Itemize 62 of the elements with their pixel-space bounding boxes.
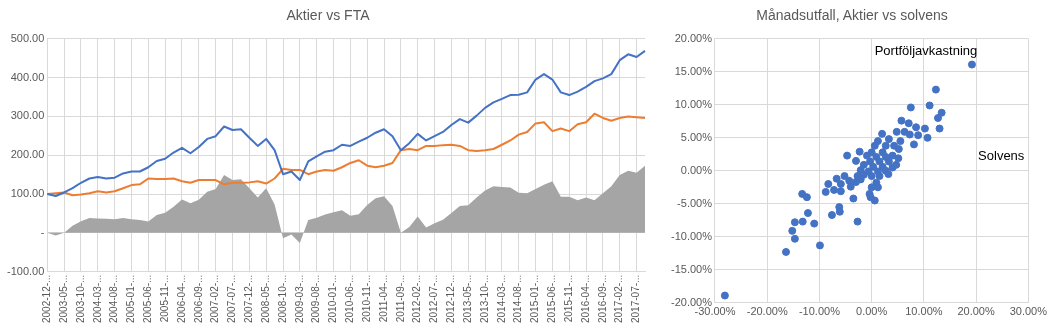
x-tick-label: 2006-04-... xyxy=(175,274,187,324)
x-tick-label: 2006-09-... xyxy=(192,274,204,324)
y-tick-label: 5.00% xyxy=(680,130,713,143)
x-tick-label: 2003-05-... xyxy=(57,274,69,324)
x-tick-label: 2014-08-... xyxy=(512,274,524,324)
y-tick-label: 10.00% xyxy=(674,97,713,110)
x-tick-label: 2007-12-... xyxy=(243,274,255,324)
x-tick-label: 2014-03-... xyxy=(495,274,507,324)
x-tick-label: -30.00% xyxy=(694,305,736,318)
y-tick-label: -100.00 xyxy=(7,264,45,277)
y-tick-label: 300.00 xyxy=(10,109,45,122)
chart-title: Aktier vs FTA xyxy=(286,7,371,24)
y-tick-label: -15.00% xyxy=(670,262,713,275)
x-tick-label: -20.00% xyxy=(746,305,788,318)
x-tick-label: 2016-04-... xyxy=(579,274,591,324)
x-tick-label: 2004-03-... xyxy=(91,274,103,324)
y-tick-label: 200.00 xyxy=(10,148,45,161)
x-tick-label: 2007-02-... xyxy=(209,274,221,324)
x-tick-label: 2012-02-... xyxy=(411,274,423,324)
x-tick-label: 2010-06-... xyxy=(344,274,356,324)
y-tick-label: -10.00% xyxy=(670,229,713,242)
x-tick-label: 2012-12-... xyxy=(445,274,457,324)
x-tick-label: 2017-02-... xyxy=(613,274,625,324)
y-tick-label: -5.00% xyxy=(677,196,713,209)
x-tick-label: 2015-11-... xyxy=(562,274,574,323)
x-tick-label: 2005-11-... xyxy=(158,274,170,323)
x-tick-label: 30.00% xyxy=(1009,305,1048,318)
x-tick-label: 2011-09-... xyxy=(394,274,406,323)
y-tick-label: - xyxy=(40,225,45,238)
x-tick-label: 2009-03-... xyxy=(293,274,305,324)
x-tick-label: 2015-06-... xyxy=(546,274,558,324)
y-tick-label: 100.00 xyxy=(10,187,45,200)
x-tick-label: 2015-01-... xyxy=(529,274,541,324)
y-tick-label: 15.00% xyxy=(674,64,713,77)
x-tick-label: 2002-12-... xyxy=(41,274,53,324)
x-tick-label: 2012-07-... xyxy=(428,274,440,324)
x-tick-label: 2008-05-... xyxy=(259,274,271,324)
y-tick-label: 400.00 xyxy=(10,70,45,83)
y-tick-label: 0.00% xyxy=(680,163,713,176)
y-tick-label: 500.00 xyxy=(10,31,45,44)
x-tick-label: 2011-04-... xyxy=(377,274,389,323)
chart-title: Månadsutfall, Aktier vs solvens xyxy=(756,7,948,24)
x-tick-label: 2010-11-... xyxy=(360,274,372,323)
y-axis-title: Portföljavkastning xyxy=(874,42,978,58)
x-tick-label: 2008-10-... xyxy=(276,274,288,324)
x-axis-title: Solvens xyxy=(978,147,1025,163)
x-tick-label: 2013-10-... xyxy=(478,274,490,324)
x-tick-label: 2009-08-... xyxy=(310,274,322,324)
x-tick-label: 10.00% xyxy=(905,305,943,318)
x-tick-label: -10.00% xyxy=(798,305,841,318)
x-tick-label: 2007-07-... xyxy=(226,274,238,324)
x-tick-label: 2013-05-... xyxy=(461,274,473,324)
x-tick-label: 2004-08-... xyxy=(108,274,120,324)
x-tick-label: 2016-09-... xyxy=(596,274,608,324)
y-tick-label: 20.00% xyxy=(674,31,713,44)
x-tick-label: 0.00% xyxy=(856,305,888,318)
x-tick-label: 2010-01-... xyxy=(327,274,339,324)
x-tick-label: 2005-01-... xyxy=(125,274,137,324)
x-tick-label: 2017-07-... xyxy=(630,274,642,324)
x-tick-label: 20.00% xyxy=(957,305,995,318)
x-tick-label: 2003-10-... xyxy=(74,274,86,324)
x-tick-label: 2005-06-... xyxy=(142,274,154,324)
